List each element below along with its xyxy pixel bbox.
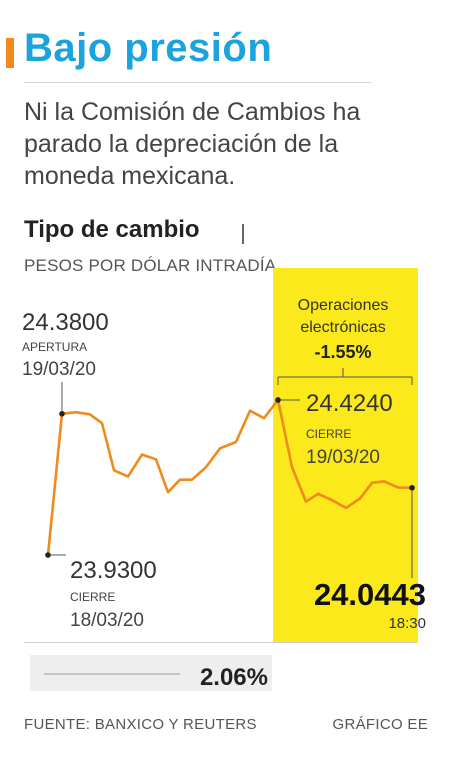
cierre-prev-date: 18/03/20 xyxy=(70,610,144,631)
last-time: 18:30 xyxy=(388,615,426,632)
page-subtitle: Ni la Comisión de Cambios ha parado la d… xyxy=(24,98,361,190)
source-note: FUENTE: BANXICO Y REUTERS xyxy=(24,716,257,733)
chart-baseline xyxy=(24,642,416,643)
cierre-prev-point xyxy=(45,552,51,558)
summary-change-label: 2.06% xyxy=(200,664,268,691)
cierre-value: 24.4240 xyxy=(306,390,393,417)
cierre-prev-value: 23.9300 xyxy=(70,557,157,584)
apertura-value: 24.3800 xyxy=(22,309,109,336)
page-title: Bajo presión xyxy=(24,26,273,70)
cierre-prev-label: CIERRE xyxy=(70,590,115,604)
cierre-point xyxy=(275,397,281,403)
summary-bar xyxy=(30,655,272,691)
last-value: 24.0443 xyxy=(314,577,426,612)
cierre-date: 19/03/20 xyxy=(306,447,380,468)
highlight-change-label: -1.55% xyxy=(314,342,371,362)
apertura-point xyxy=(59,410,65,417)
title-accent-bar xyxy=(6,38,14,68)
highlight-label-line1: Operaciones xyxy=(298,297,389,314)
highlight-label-line2: electrónicas xyxy=(300,319,385,336)
electronic-trading-highlight xyxy=(273,268,418,643)
graphic-credit: GRÁFICO EE xyxy=(332,716,428,733)
title-divider xyxy=(24,82,372,83)
exchange-rate-line xyxy=(46,398,414,557)
exchange-rate-chart: 2.06% Operaciones electrónicas -1.55% 24… xyxy=(22,268,426,691)
apertura-label: APERTURA xyxy=(22,340,87,354)
chart-title-marker xyxy=(242,224,244,244)
apertura-date: 19/03/20 xyxy=(22,359,96,380)
chart-title: Tipo de cambio xyxy=(24,216,200,243)
last-point xyxy=(409,484,415,491)
chart-subtitle: PESOS POR DÓLAR INTRADÍA xyxy=(24,256,277,275)
cierre-label: CIERRE xyxy=(306,427,351,441)
